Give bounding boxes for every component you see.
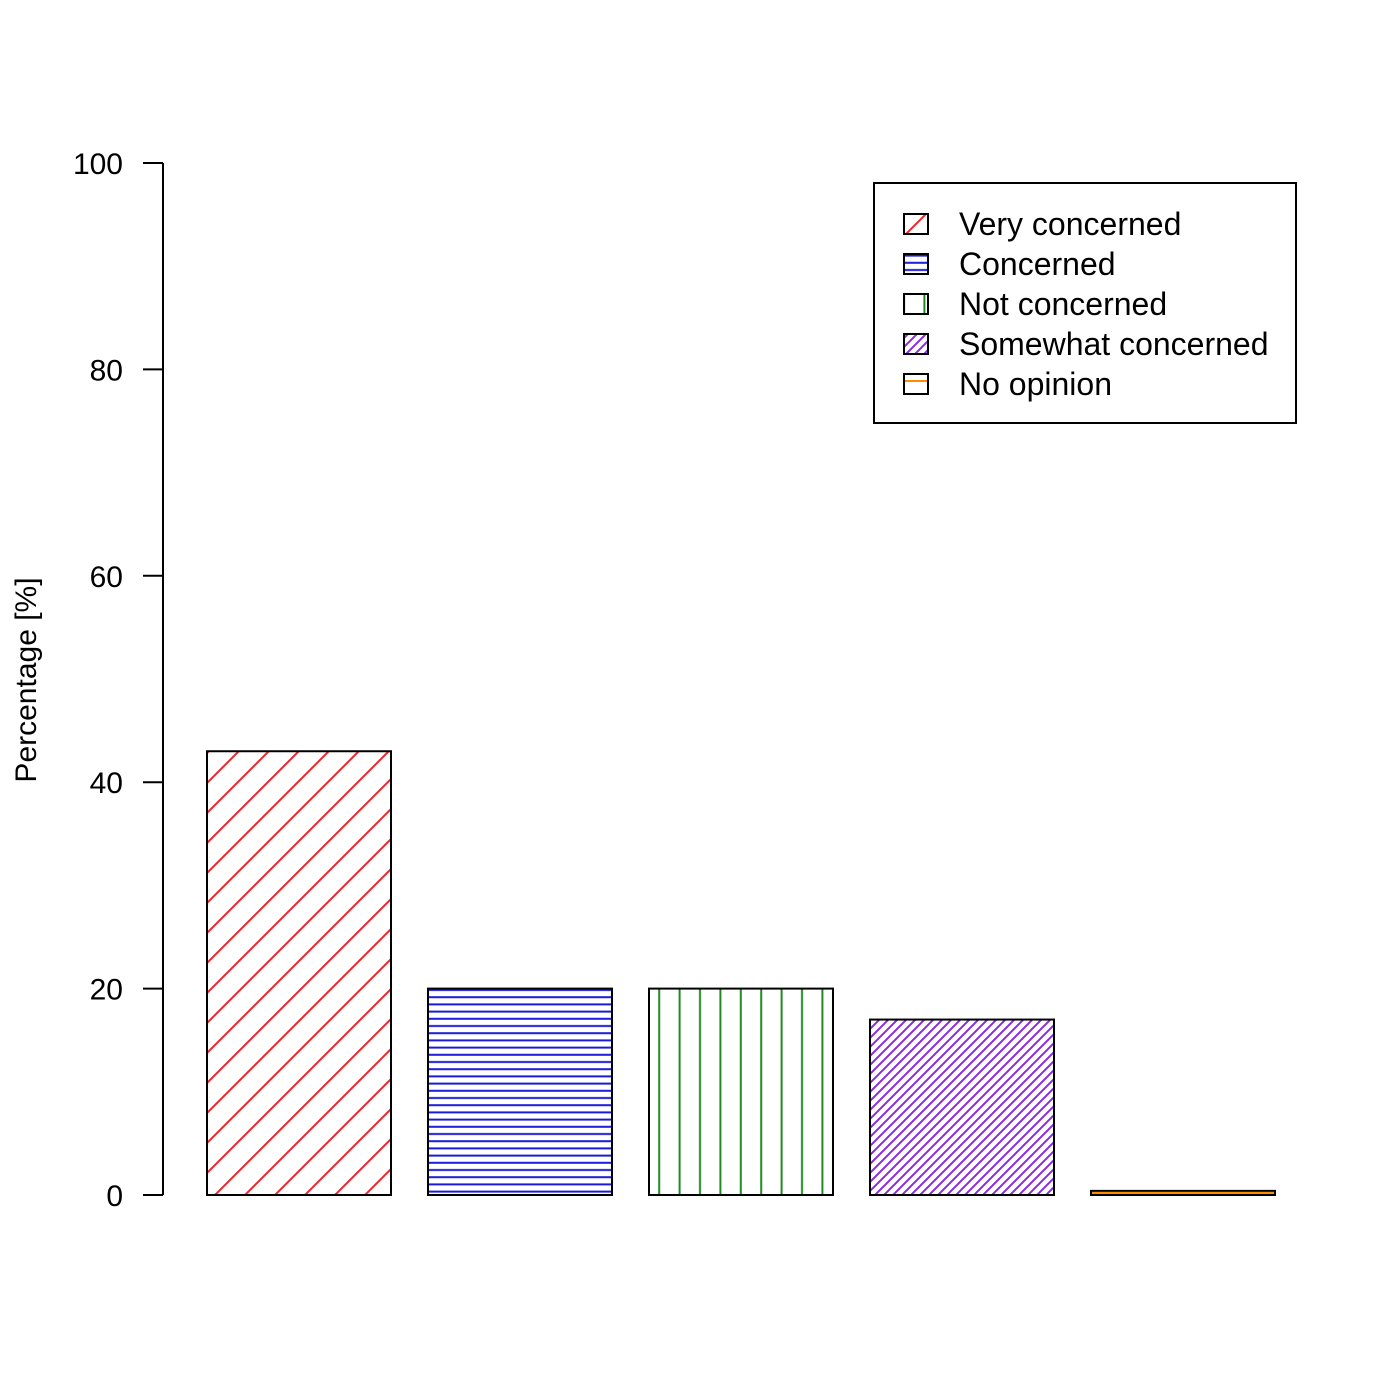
legend-label: Somewhat concerned bbox=[959, 326, 1269, 362]
legend-label: Very concerned bbox=[959, 206, 1181, 242]
legend-label: Concerned bbox=[959, 246, 1116, 282]
y-tick-label: 80 bbox=[90, 354, 123, 387]
bars bbox=[206, 750, 1276, 1196]
legend-swatch bbox=[903, 213, 929, 235]
legend-swatch bbox=[903, 373, 929, 395]
legend-swatch bbox=[903, 253, 929, 275]
legend-label: No opinion bbox=[959, 366, 1112, 402]
y-tick-label: 60 bbox=[90, 561, 123, 594]
legend-swatch bbox=[903, 293, 929, 315]
bar-not-concerned bbox=[648, 987, 834, 1196]
bar-somewhat-concerned bbox=[869, 1018, 1055, 1196]
y-axis: 0 20 40 60 80 100 bbox=[73, 148, 164, 1213]
bar-no-opinion bbox=[1090, 1189, 1276, 1196]
legend-swatch bbox=[903, 333, 929, 355]
legend: Very concerned Concerned Not concerned Some… bbox=[873, 182, 1297, 424]
bar-concerned bbox=[427, 987, 613, 1196]
y-tick-label: 100 bbox=[73, 148, 123, 181]
y-tick-label: 40 bbox=[90, 767, 123, 800]
y-axis-label: Percentage [%] bbox=[10, 577, 43, 782]
legend-label: Not concerned bbox=[959, 286, 1167, 322]
legend-box bbox=[873, 182, 1297, 424]
y-tick-label: 0 bbox=[106, 1180, 123, 1213]
y-tick-label: 20 bbox=[90, 974, 123, 1007]
bar-very-concerned bbox=[206, 750, 392, 1196]
